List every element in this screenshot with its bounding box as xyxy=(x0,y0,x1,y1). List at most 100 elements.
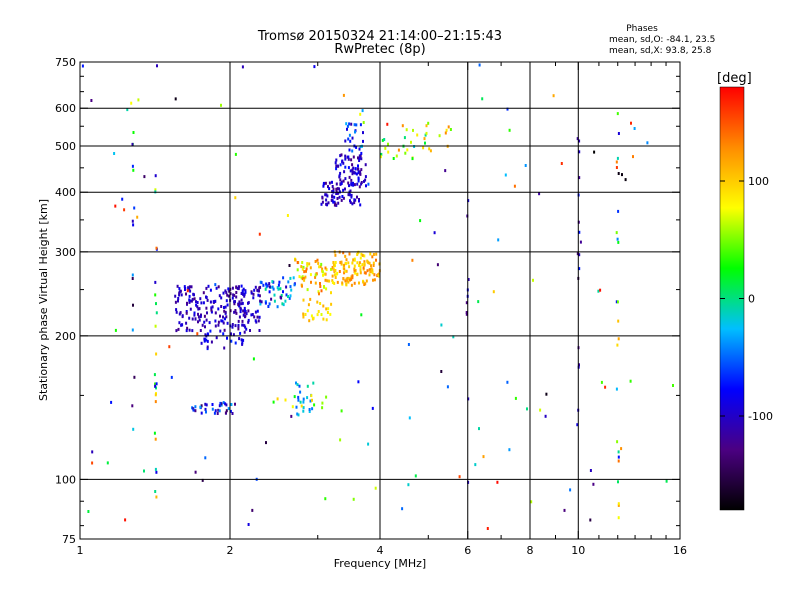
data-point xyxy=(185,310,188,313)
data-point xyxy=(563,508,566,512)
data-point xyxy=(241,291,244,295)
data-point xyxy=(357,164,359,168)
data-point xyxy=(504,173,507,177)
data-point xyxy=(358,264,361,267)
data-point xyxy=(217,408,220,412)
data-point xyxy=(506,107,509,111)
data-point xyxy=(199,315,202,318)
data-point xyxy=(312,381,315,385)
data-point xyxy=(359,256,362,260)
data-point xyxy=(363,263,366,267)
data-point xyxy=(196,301,199,304)
data-point xyxy=(230,332,232,336)
data-point xyxy=(589,469,592,472)
data-point xyxy=(113,152,116,155)
data-point xyxy=(600,380,603,384)
data-point xyxy=(508,128,511,132)
data-point xyxy=(233,293,236,297)
data-point xyxy=(260,300,263,304)
data-point xyxy=(155,246,158,250)
data-point xyxy=(342,93,345,97)
data-point xyxy=(331,274,334,278)
data-point xyxy=(225,409,228,413)
data-point xyxy=(344,139,347,143)
data-point xyxy=(401,507,404,511)
data-point xyxy=(325,395,328,399)
data-point xyxy=(361,253,364,257)
data-point xyxy=(362,139,364,143)
data-point xyxy=(579,240,582,244)
data-point xyxy=(284,299,287,303)
data-point xyxy=(222,321,225,325)
data-point xyxy=(339,154,342,158)
data-point xyxy=(350,122,353,126)
data-point xyxy=(347,137,350,141)
data-point xyxy=(209,329,212,333)
data-point xyxy=(114,204,117,208)
data-point xyxy=(193,293,195,297)
data-point xyxy=(245,327,248,331)
data-point xyxy=(268,302,271,306)
data-point xyxy=(364,178,367,182)
data-point xyxy=(194,470,197,474)
data-point xyxy=(349,189,352,193)
data-point xyxy=(336,280,339,284)
data-point xyxy=(383,138,386,141)
data-point xyxy=(198,307,201,311)
data-point xyxy=(334,261,337,264)
data-point xyxy=(193,311,196,315)
data-point xyxy=(253,288,256,292)
data-point xyxy=(210,306,213,310)
data-point xyxy=(306,309,309,313)
data-point xyxy=(356,195,358,199)
data-point xyxy=(206,298,209,302)
data-point xyxy=(296,268,299,272)
data-point xyxy=(353,270,356,274)
data-point xyxy=(234,196,237,200)
data-point xyxy=(576,423,579,427)
data-point xyxy=(330,302,333,306)
data-point xyxy=(384,146,387,150)
y-tick-label: 200 xyxy=(55,330,76,343)
data-point xyxy=(328,181,331,185)
data-point xyxy=(352,183,355,187)
data-point xyxy=(359,265,362,269)
data-point xyxy=(353,183,356,187)
data-point xyxy=(211,407,214,411)
data-point xyxy=(419,219,422,223)
data-point xyxy=(360,313,363,317)
data-point xyxy=(251,313,254,316)
data-point xyxy=(352,181,354,185)
data-point xyxy=(616,112,619,116)
data-point xyxy=(344,279,347,283)
data-point xyxy=(360,151,363,155)
data-point xyxy=(526,407,528,411)
data-point xyxy=(321,267,324,271)
data-point xyxy=(280,294,283,297)
data-point xyxy=(599,288,602,292)
data-point xyxy=(202,301,205,305)
data-point xyxy=(395,154,398,158)
data-point xyxy=(317,290,320,294)
data-point xyxy=(492,290,495,294)
data-point xyxy=(254,310,257,314)
data-point xyxy=(308,408,311,411)
data-point xyxy=(268,290,271,294)
data-point xyxy=(447,125,450,129)
data-point xyxy=(313,65,316,69)
data-point xyxy=(114,328,117,332)
y-axis-label: Stationary phase Virtual Height [km] xyxy=(37,199,50,401)
data-point xyxy=(320,202,323,206)
data-point xyxy=(303,270,306,274)
data-point xyxy=(154,324,157,328)
data-point xyxy=(578,176,581,180)
data-point xyxy=(304,275,307,279)
data-point xyxy=(281,302,284,306)
data-point xyxy=(187,286,190,290)
data-point xyxy=(358,199,360,203)
data-point xyxy=(316,300,319,304)
data-point xyxy=(343,267,346,271)
data-point xyxy=(444,169,447,173)
data-point xyxy=(617,209,620,213)
data-point xyxy=(340,260,343,264)
